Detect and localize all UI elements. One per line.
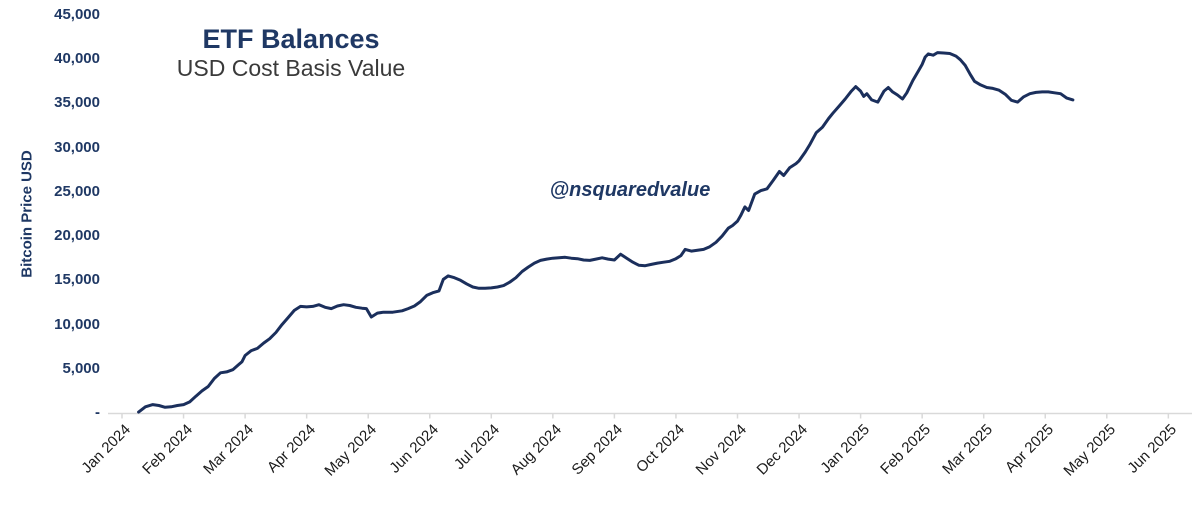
y-axis-title: Bitcoin Price USD <box>18 150 36 278</box>
y-tick-label: 30,000 <box>54 138 100 156</box>
x-axis-tick-marks <box>121 413 1170 419</box>
y-tick-label: - <box>95 404 100 421</box>
y-tick-label: 45,000 <box>54 6 100 23</box>
y-tick-label: 35,000 <box>54 94 100 112</box>
y-tick-label: 40,000 <box>54 50 100 68</box>
y-tick-label: 20,000 <box>54 227 100 245</box>
y-tick-label: 15,000 <box>54 271 100 289</box>
watermark-handle: @nsquaredvalue <box>549 179 711 201</box>
chart-title: ETF Balances <box>202 24 380 54</box>
chart-subtitle: USD Cost Basis Value <box>176 55 406 81</box>
y-tick-label: 5,000 <box>62 359 100 377</box>
y-tick-label: 10,000 <box>54 315 100 333</box>
y-tick-label: 25,000 <box>54 182 100 200</box>
etf-balances-line <box>137 51 1075 414</box>
